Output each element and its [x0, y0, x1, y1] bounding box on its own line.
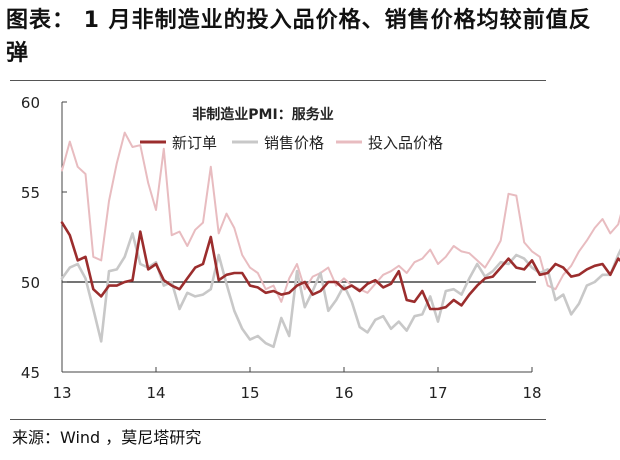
- x-tick-label: 16: [334, 384, 353, 402]
- y-tick-label: 60: [21, 94, 40, 112]
- y-tick-label: 50: [21, 274, 40, 292]
- legend-label: 新订单: [172, 134, 217, 152]
- x-tick-label: 15: [240, 384, 259, 402]
- series-line: [60, 221, 620, 311]
- x-tick-label: 17: [428, 384, 447, 402]
- title-divider: [10, 80, 546, 81]
- line-chart: 45 50 55 60 13 14 15 16 17 18 非制造业PMI：服务业 新订单 销售价格 投…: [21, 94, 620, 402]
- series-line: [60, 232, 620, 349]
- source-divider: [10, 419, 546, 420]
- legend-label: 销售价格: [264, 134, 324, 152]
- figure-title: 图表： 1 月非制造业的投入品价格、销售价格均较前值反弹: [6, 8, 592, 66]
- x-tick-label: 18: [522, 384, 541, 402]
- legend-label: 投入品价格: [368, 134, 443, 152]
- source-note: 来源：Wind ，莫尼塔研究: [12, 428, 202, 447]
- y-tick-label: 55: [21, 184, 40, 202]
- series-line: [61, 131, 620, 303]
- x-tick-label: 13: [52, 384, 71, 402]
- x-tick-label: 14: [146, 384, 165, 402]
- chart-title: 非制造业PMI：服务业: [192, 106, 333, 123]
- y-tick-label: 45: [21, 364, 40, 382]
